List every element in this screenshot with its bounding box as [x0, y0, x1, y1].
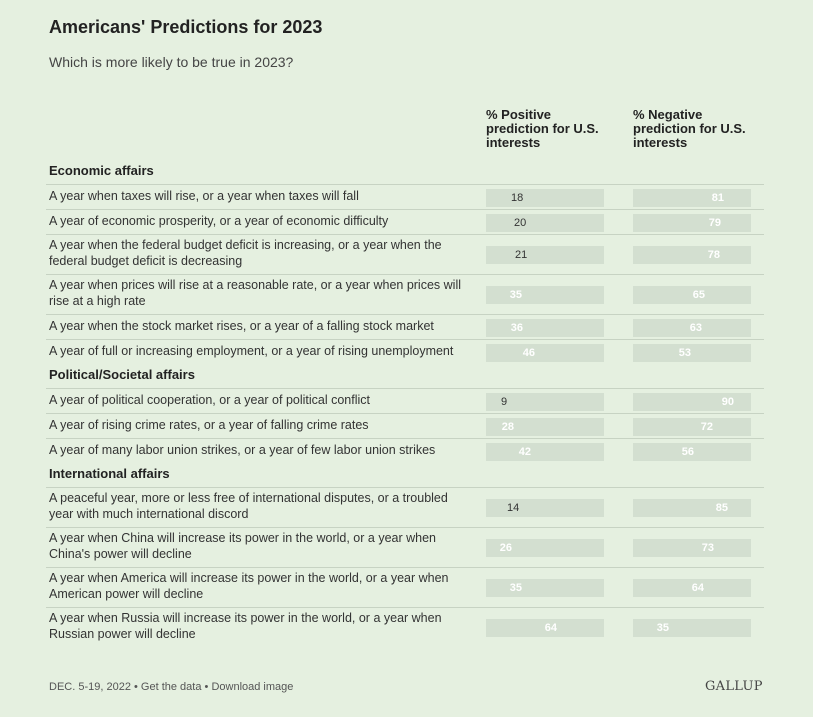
negative-bar-track: 63 [633, 319, 751, 337]
negative-value-label: 72 [700, 421, 713, 433]
section-heading: International affairs [49, 466, 170, 481]
row-divider [46, 314, 764, 315]
negative-bar-track: 85 [633, 499, 751, 517]
row-divider [46, 413, 764, 414]
negative-bar-track: 72 [633, 418, 751, 436]
positive-bar-track: 18 [486, 189, 604, 207]
negative-bar-track: 56 [633, 443, 751, 461]
positive-value-label: 18 [511, 192, 524, 204]
positive-bar-track: 35 [486, 286, 604, 304]
row-divider [46, 438, 764, 439]
negative-value-label: 90 [721, 396, 734, 408]
positive-value-label: 28 [501, 421, 514, 433]
row-label: A peaceful year, more or less free of in… [49, 491, 448, 521]
row-label: A year when the federal budget deficit i… [49, 238, 442, 268]
positive-bar-track: 26 [486, 539, 604, 557]
row-divider [46, 567, 764, 568]
row-divider [46, 209, 764, 210]
row-divider [46, 274, 764, 275]
negative-bar-track: 53 [633, 344, 751, 362]
row-label: A year of economic prosperity, or a year… [49, 214, 389, 228]
gallup-logo: GALLUP [705, 679, 763, 694]
row-divider [46, 388, 764, 389]
positive-value-label: 64 [544, 622, 557, 634]
positive-value-label: 21 [515, 249, 528, 261]
row-divider [46, 339, 764, 340]
negative-bar-track: 65 [633, 286, 751, 304]
footer-separator: • [134, 681, 138, 693]
positive-bar-track: 14 [486, 499, 604, 517]
positive-bar [486, 189, 507, 207]
positive-value-label: 36 [510, 322, 523, 334]
negative-value-label: 85 [715, 502, 728, 514]
positive-column-header: % Positive prediction for U.S. interests [486, 107, 599, 150]
row-divider [46, 527, 764, 528]
row-label: A year of many labor union strikes, or a… [49, 443, 436, 457]
negative-bar-track: 79 [633, 214, 751, 232]
row-label: A year when America will increase its po… [49, 571, 449, 601]
row-label: A year when prices will rise at a reason… [49, 278, 461, 308]
row-label: A year when taxes will rise, or a year w… [49, 189, 359, 203]
download-image-link[interactable]: Download image [211, 681, 294, 693]
negative-value-label: 63 [689, 322, 702, 334]
positive-value-label: 9 [501, 396, 508, 408]
positive-bar [486, 214, 510, 232]
positive-value-label: 14 [507, 502, 520, 514]
negative-value-label: 35 [656, 622, 669, 634]
positive-bar-track: 46 [486, 344, 604, 362]
negative-bar-track: 90 [633, 393, 751, 411]
positive-bar-track: 42 [486, 443, 604, 461]
positive-bar-track: 9 [486, 393, 604, 411]
positive-bar [486, 246, 511, 264]
positive-value-label: 35 [509, 289, 522, 301]
positive-bar-track: 28 [486, 418, 604, 436]
footer-date: DEC. 5-19, 2022 [49, 681, 131, 693]
negative-bar-track: 78 [633, 246, 751, 264]
positive-value-label: 20 [514, 217, 527, 229]
chart-subtitle: Which is more likely to be true in 2023? [49, 54, 294, 70]
section-heading: Political/Societal affairs [49, 367, 195, 382]
chart-title: Americans' Predictions for 2023 [49, 17, 323, 37]
footer: DEC. 5-19, 2022 • Get the data • Downloa… [49, 681, 293, 693]
negative-value-label: 81 [711, 192, 724, 204]
negative-value-label: 78 [707, 249, 720, 261]
positive-value-label: 35 [509, 582, 522, 594]
negative-value-label: 56 [681, 446, 694, 458]
negative-value-label: 64 [691, 582, 704, 594]
positive-bar [486, 393, 497, 411]
row-label: A year of political cooperation, or a ye… [49, 393, 371, 407]
negative-value-label: 73 [701, 542, 714, 554]
positive-bar-track: 64 [486, 619, 604, 637]
negative-bar-track: 64 [633, 579, 751, 597]
positive-value-label: 26 [499, 542, 512, 554]
positive-bar-track: 20 [486, 214, 604, 232]
get-data-link[interactable]: Get the data [140, 681, 202, 693]
row-divider [46, 487, 764, 488]
section-heading: Economic affairs [49, 163, 154, 178]
positive-bar-track: 21 [486, 246, 604, 264]
positive-value-label: 46 [522, 347, 535, 359]
positive-bar-track: 36 [486, 319, 604, 337]
positive-value-label: 42 [518, 446, 531, 458]
row-divider [46, 607, 764, 608]
row-label: A year when China will increase its powe… [49, 531, 436, 561]
positive-bar [486, 499, 503, 517]
negative-value-label: 79 [708, 217, 721, 229]
row-divider [46, 184, 764, 185]
negative-value-label: 65 [692, 289, 705, 301]
negative-column-header: % Negative prediction for U.S. interests [633, 107, 746, 150]
negative-value-label: 53 [678, 347, 691, 359]
row-divider [46, 234, 764, 235]
row-label: A year of full or increasing employment,… [49, 344, 454, 358]
row-label: A year when the stock market rises, or a… [49, 319, 434, 333]
row-label: A year when Russia will increase its pow… [49, 611, 442, 641]
footer-separator: • [204, 681, 209, 693]
positive-bar-track: 35 [486, 579, 604, 597]
row-label: A year of rising crime rates, or a year … [49, 418, 369, 432]
negative-bar-track: 73 [633, 539, 751, 557]
negative-bar-track: 35 [633, 619, 751, 637]
negative-bar-track: 81 [633, 189, 751, 207]
